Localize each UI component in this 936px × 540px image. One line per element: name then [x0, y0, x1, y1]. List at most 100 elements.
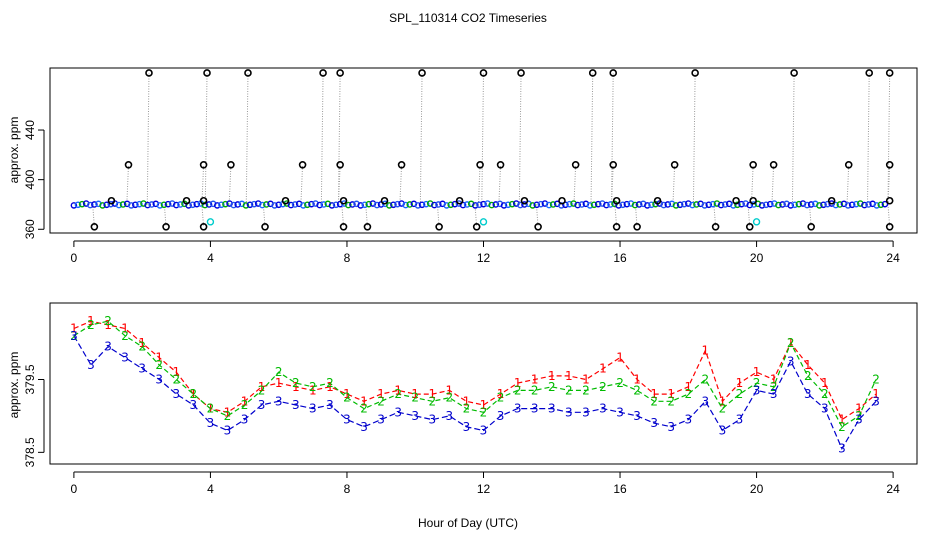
- top-baseline-point: [431, 201, 438, 209]
- top-baseline-point: [791, 201, 799, 209]
- series-2-point: 2: [702, 372, 710, 386]
- top-baseline-point: [672, 202, 680, 209]
- top-baseline-point: [74, 201, 82, 209]
- series-1-point: 1: [428, 387, 436, 401]
- series-1-point: 1: [190, 387, 198, 401]
- series-2-point: 2: [633, 383, 641, 397]
- series-2-point: 2: [360, 402, 368, 416]
- top-baseline-point: [488, 201, 495, 209]
- top-mid-point: [199, 160, 208, 169]
- series-2-point: 2: [684, 387, 692, 401]
- top-baseline-point: [676, 201, 684, 209]
- top-data-marks: [70, 69, 894, 231]
- top-y-axis: 360 400 440: [23, 120, 45, 239]
- top-baseline-point: [644, 202, 651, 209]
- series-3-point: 3: [224, 423, 232, 437]
- top-x-tick-label: 12: [477, 251, 491, 265]
- top-baseline-point: [705, 201, 713, 209]
- top-baseline-point: [418, 201, 426, 209]
- top-baseline-point: [107, 200, 115, 208]
- top-baseline-point: [586, 202, 594, 209]
- top-baseline-point: [500, 202, 508, 209]
- top-spike-line: [590, 72, 594, 205]
- top-dip-point: [807, 222, 815, 231]
- series-1-point: 1: [360, 394, 368, 408]
- top-mid-point: [298, 160, 307, 169]
- top-bump-point: [612, 196, 621, 205]
- top-baseline-point: [680, 200, 688, 208]
- top-baseline-point: [558, 202, 565, 209]
- top-baseline-point: [345, 201, 352, 209]
- series-1-point: 1: [804, 358, 812, 372]
- top-baseline-point: [508, 200, 516, 208]
- top-spike-line: [146, 72, 150, 205]
- bottom-x-tick-label: 0: [71, 482, 78, 496]
- top-baseline-point: [316, 201, 323, 209]
- series-3-point: 3: [446, 409, 454, 423]
- series-3-point: 3: [548, 402, 556, 416]
- series-2-point: 2: [787, 336, 795, 350]
- series-1-point: 1: [838, 413, 846, 427]
- top-baseline-point: [385, 202, 393, 209]
- top-baseline-point: [746, 201, 754, 209]
- series-2-line: [73, 320, 877, 428]
- top-baseline-point: [619, 201, 627, 209]
- series-2-point: 2: [667, 394, 675, 408]
- top-spike-point: [609, 69, 618, 77]
- top-baseline-point: [594, 200, 602, 208]
- top-spike-line: [791, 72, 795, 205]
- series-3-point: 3: [241, 413, 249, 427]
- series-3-point: 3: [667, 420, 675, 434]
- series-3-point: 3: [292, 398, 300, 412]
- top-baseline-point: [660, 201, 668, 209]
- top-spike-point: [588, 69, 597, 77]
- series-3-point: 3: [377, 413, 385, 427]
- series-3-point: 3: [736, 413, 744, 427]
- top-baseline-point: [103, 201, 110, 209]
- series-2-point: 2: [172, 372, 180, 386]
- top-plot-box: [49, 67, 918, 234]
- top-baseline-point: [521, 201, 528, 208]
- bottom-x-tick-label: 24: [886, 482, 900, 496]
- series-1-point: 1: [411, 387, 419, 401]
- top-baseline-point: [861, 201, 868, 209]
- series-3-point: 3: [463, 420, 471, 434]
- series-3-point: 3: [616, 405, 624, 419]
- top-bump-point: [827, 196, 836, 205]
- top-spike-point: [418, 69, 426, 77]
- top-spike-point: [244, 69, 252, 77]
- top-spike-point: [479, 69, 488, 77]
- top-mid-line: [201, 164, 205, 205]
- top-spike-line: [611, 72, 614, 205]
- series-2-point: 2: [377, 394, 385, 408]
- top-baseline-point: [549, 201, 557, 208]
- series-2-point: 2: [463, 402, 471, 416]
- bottom-x-tick-label: 16: [613, 482, 627, 496]
- series-2-point: 2: [87, 318, 95, 332]
- top-baseline-point: [566, 200, 573, 208]
- series-3-point: 3: [190, 398, 198, 412]
- series-1-point: 1: [480, 398, 488, 412]
- top-dip-point: [534, 222, 542, 231]
- top-mid-line: [300, 164, 304, 205]
- top-dip-point: [711, 222, 720, 231]
- top-baseline-point: [422, 200, 430, 208]
- series-2-point: 2: [258, 383, 266, 397]
- top-baseline-point: [537, 200, 545, 208]
- top-cyan-point: [479, 218, 488, 226]
- series-1-point: 1: [207, 402, 215, 416]
- series-1-point: 1: [633, 372, 641, 386]
- top-baseline-point: [820, 201, 827, 209]
- series-1-point: 1: [258, 380, 266, 394]
- series-3-point: 3: [326, 398, 334, 412]
- top-dip-point: [633, 222, 641, 231]
- series-1-point: 1: [121, 321, 129, 335]
- series-3-point: 3: [770, 387, 778, 401]
- top-baseline-point: [738, 200, 745, 208]
- series-2-point: 2: [394, 387, 402, 401]
- top-spike-point: [145, 69, 153, 77]
- series-2-point: 2: [736, 387, 744, 401]
- top-baseline-point: [664, 201, 672, 208]
- top-baseline-point: [70, 202, 78, 209]
- series-2-point: 2: [872, 372, 880, 386]
